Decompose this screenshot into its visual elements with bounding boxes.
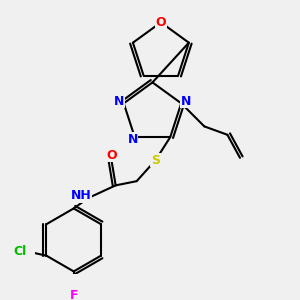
Text: N: N <box>128 133 138 146</box>
Text: O: O <box>156 16 166 29</box>
Text: NH: NH <box>70 189 91 203</box>
Text: N: N <box>113 95 124 108</box>
Text: Cl: Cl <box>14 245 27 258</box>
Text: O: O <box>106 148 117 162</box>
Text: S: S <box>151 154 160 167</box>
Text: N: N <box>181 95 191 108</box>
Text: F: F <box>69 289 78 300</box>
